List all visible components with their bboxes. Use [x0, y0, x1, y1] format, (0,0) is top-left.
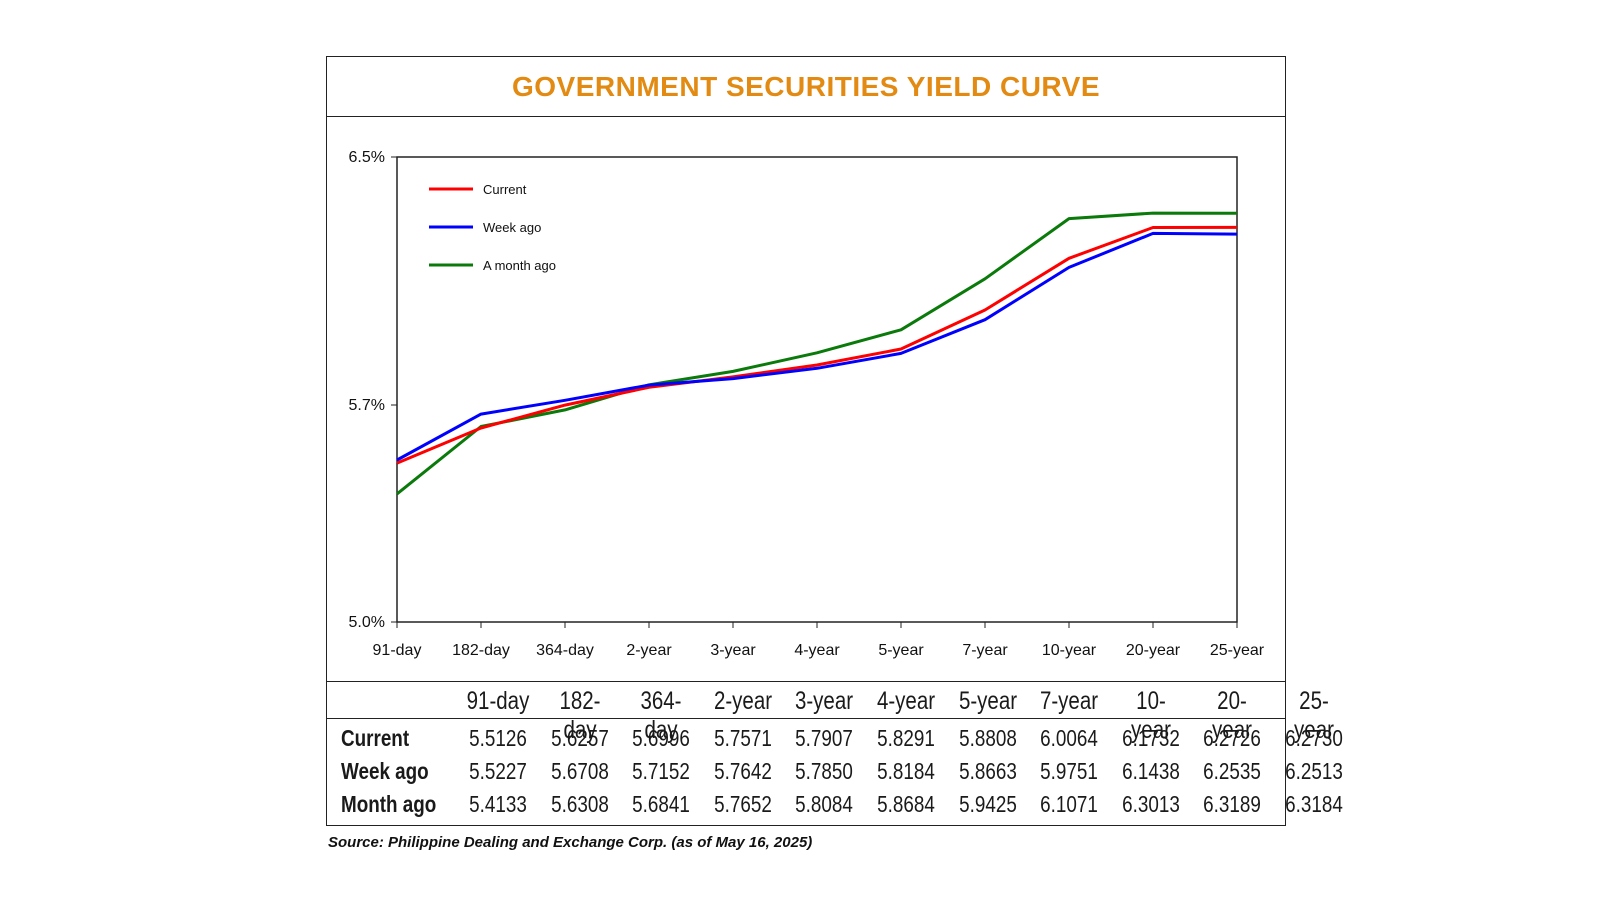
table-row-label: Week ago: [341, 758, 429, 784]
table-cell: 5.7642: [713, 758, 772, 784]
table-cell: 6.1732: [1121, 725, 1180, 751]
table-cell: 5.8184: [877, 758, 935, 784]
chart-title: GOVERNMENT SECURITIES YIELD CURVE: [512, 70, 1100, 102]
table-cell: 5.6841: [632, 791, 691, 817]
yield-table: 91-day 182-day 364-day 2-year 3-year 4-year 5-…: [327, 681, 1343, 827]
table-column-header: 3-year: [795, 687, 854, 715]
table-cell: 5.4133: [469, 791, 527, 817]
source-note: Source: Philippine Dealing and Exchange …: [328, 834, 813, 851]
table-row-label: Month ago: [341, 791, 437, 817]
table-cell: 5.8084: [795, 791, 854, 817]
legend-label: A month ago: [483, 258, 556, 273]
table-column-header: 5-year: [958, 687, 1017, 715]
x-tick-label: 10-year: [1042, 642, 1097, 659]
table-cell: 5.7652: [713, 791, 772, 817]
y-tick-label: 5.7%: [349, 397, 385, 414]
table-cell: 5.9425: [958, 791, 1017, 817]
table-cell: 5.7571: [713, 725, 772, 751]
series-line-week-ago: [396, 231, 1238, 462]
table-cell: 6.3189: [1203, 791, 1262, 817]
yield-curve-chart: 6.5% 5.7% 5.0% 91-day 182-day 364-day 2-year 3-…: [349, 149, 1265, 659]
table-cell: 6.2726: [1203, 725, 1262, 751]
table-column-header: 20-year: [1212, 687, 1253, 744]
series-line-a-month-ago: [396, 211, 1238, 496]
table-column-header: 182-day: [559, 687, 601, 744]
x-tick-label: 364-day: [536, 642, 594, 659]
x-tick-label: 91-day: [373, 642, 422, 659]
table-column-header: 2-year: [713, 687, 772, 715]
table-cell: 6.2535: [1203, 758, 1262, 784]
legend-label: Week ago: [483, 220, 541, 235]
table-cell: 5.8663: [958, 758, 1017, 784]
y-tick-label: 6.5%: [349, 149, 385, 166]
table-row-label: Current: [341, 725, 410, 751]
table-cell: 5.7152: [632, 758, 691, 784]
legend-label: Current: [483, 182, 527, 197]
table-column-header: 25-year: [1294, 687, 1334, 744]
table-column-header: 7-year: [1040, 687, 1099, 715]
table-cell: 5.5227: [469, 758, 527, 784]
table-column-header: 91-day: [466, 687, 530, 715]
chart-frame: GOVERNMENT SECURITIES YIELD CURVE 6.5% 5.…: [326, 56, 1343, 827]
table-cell: 5.6996: [632, 725, 691, 751]
table-cell: 5.7907: [795, 725, 854, 751]
x-tick-label: 25-year: [1210, 642, 1265, 659]
series-line-current: [396, 225, 1238, 465]
table-cell: 5.8684: [877, 791, 935, 817]
table-column-header: 4-year: [876, 687, 936, 715]
x-tick-label: 4-year: [794, 642, 840, 659]
table-cell: 6.2730: [1285, 725, 1343, 751]
x-tick-label: 3-year: [710, 642, 756, 659]
x-tick-label: 7-year: [962, 642, 1008, 659]
y-tick-label: 5.0%: [349, 614, 385, 631]
title-bar: GOVERNMENT SECURITIES YIELD CURVE: [327, 57, 1285, 117]
table-top-divider: [327, 681, 1285, 682]
table-column-header: 364-day: [640, 687, 682, 744]
table-cell: 5.7850: [795, 758, 854, 784]
x-tick-label: 20-year: [1126, 642, 1181, 659]
table-cell: 6.1071: [1040, 791, 1099, 817]
table-cell: 5.5126: [469, 725, 527, 751]
x-tick-label: 2-year: [626, 642, 672, 659]
table-cell: 6.2513: [1285, 758, 1343, 784]
x-tick-label: 182-day: [452, 642, 510, 659]
table-cell: 5.6308: [550, 791, 609, 817]
table-cell: 6.3013: [1121, 791, 1180, 817]
table-cell: 6.3184: [1285, 791, 1343, 817]
table-cell: 5.9751: [1040, 758, 1099, 784]
table-cell: 6.1438: [1121, 758, 1180, 784]
table-column-header: 10-year: [1130, 687, 1171, 744]
table-cell: 5.6257: [550, 725, 609, 751]
table-cell: 5.8808: [958, 725, 1017, 751]
x-tick-label: 5-year: [878, 642, 924, 659]
table-cell: 5.6708: [550, 758, 609, 784]
table-header-divider: [327, 718, 1285, 719]
table-cell: 5.8291: [877, 725, 935, 751]
table-cell: 6.0064: [1040, 725, 1099, 751]
